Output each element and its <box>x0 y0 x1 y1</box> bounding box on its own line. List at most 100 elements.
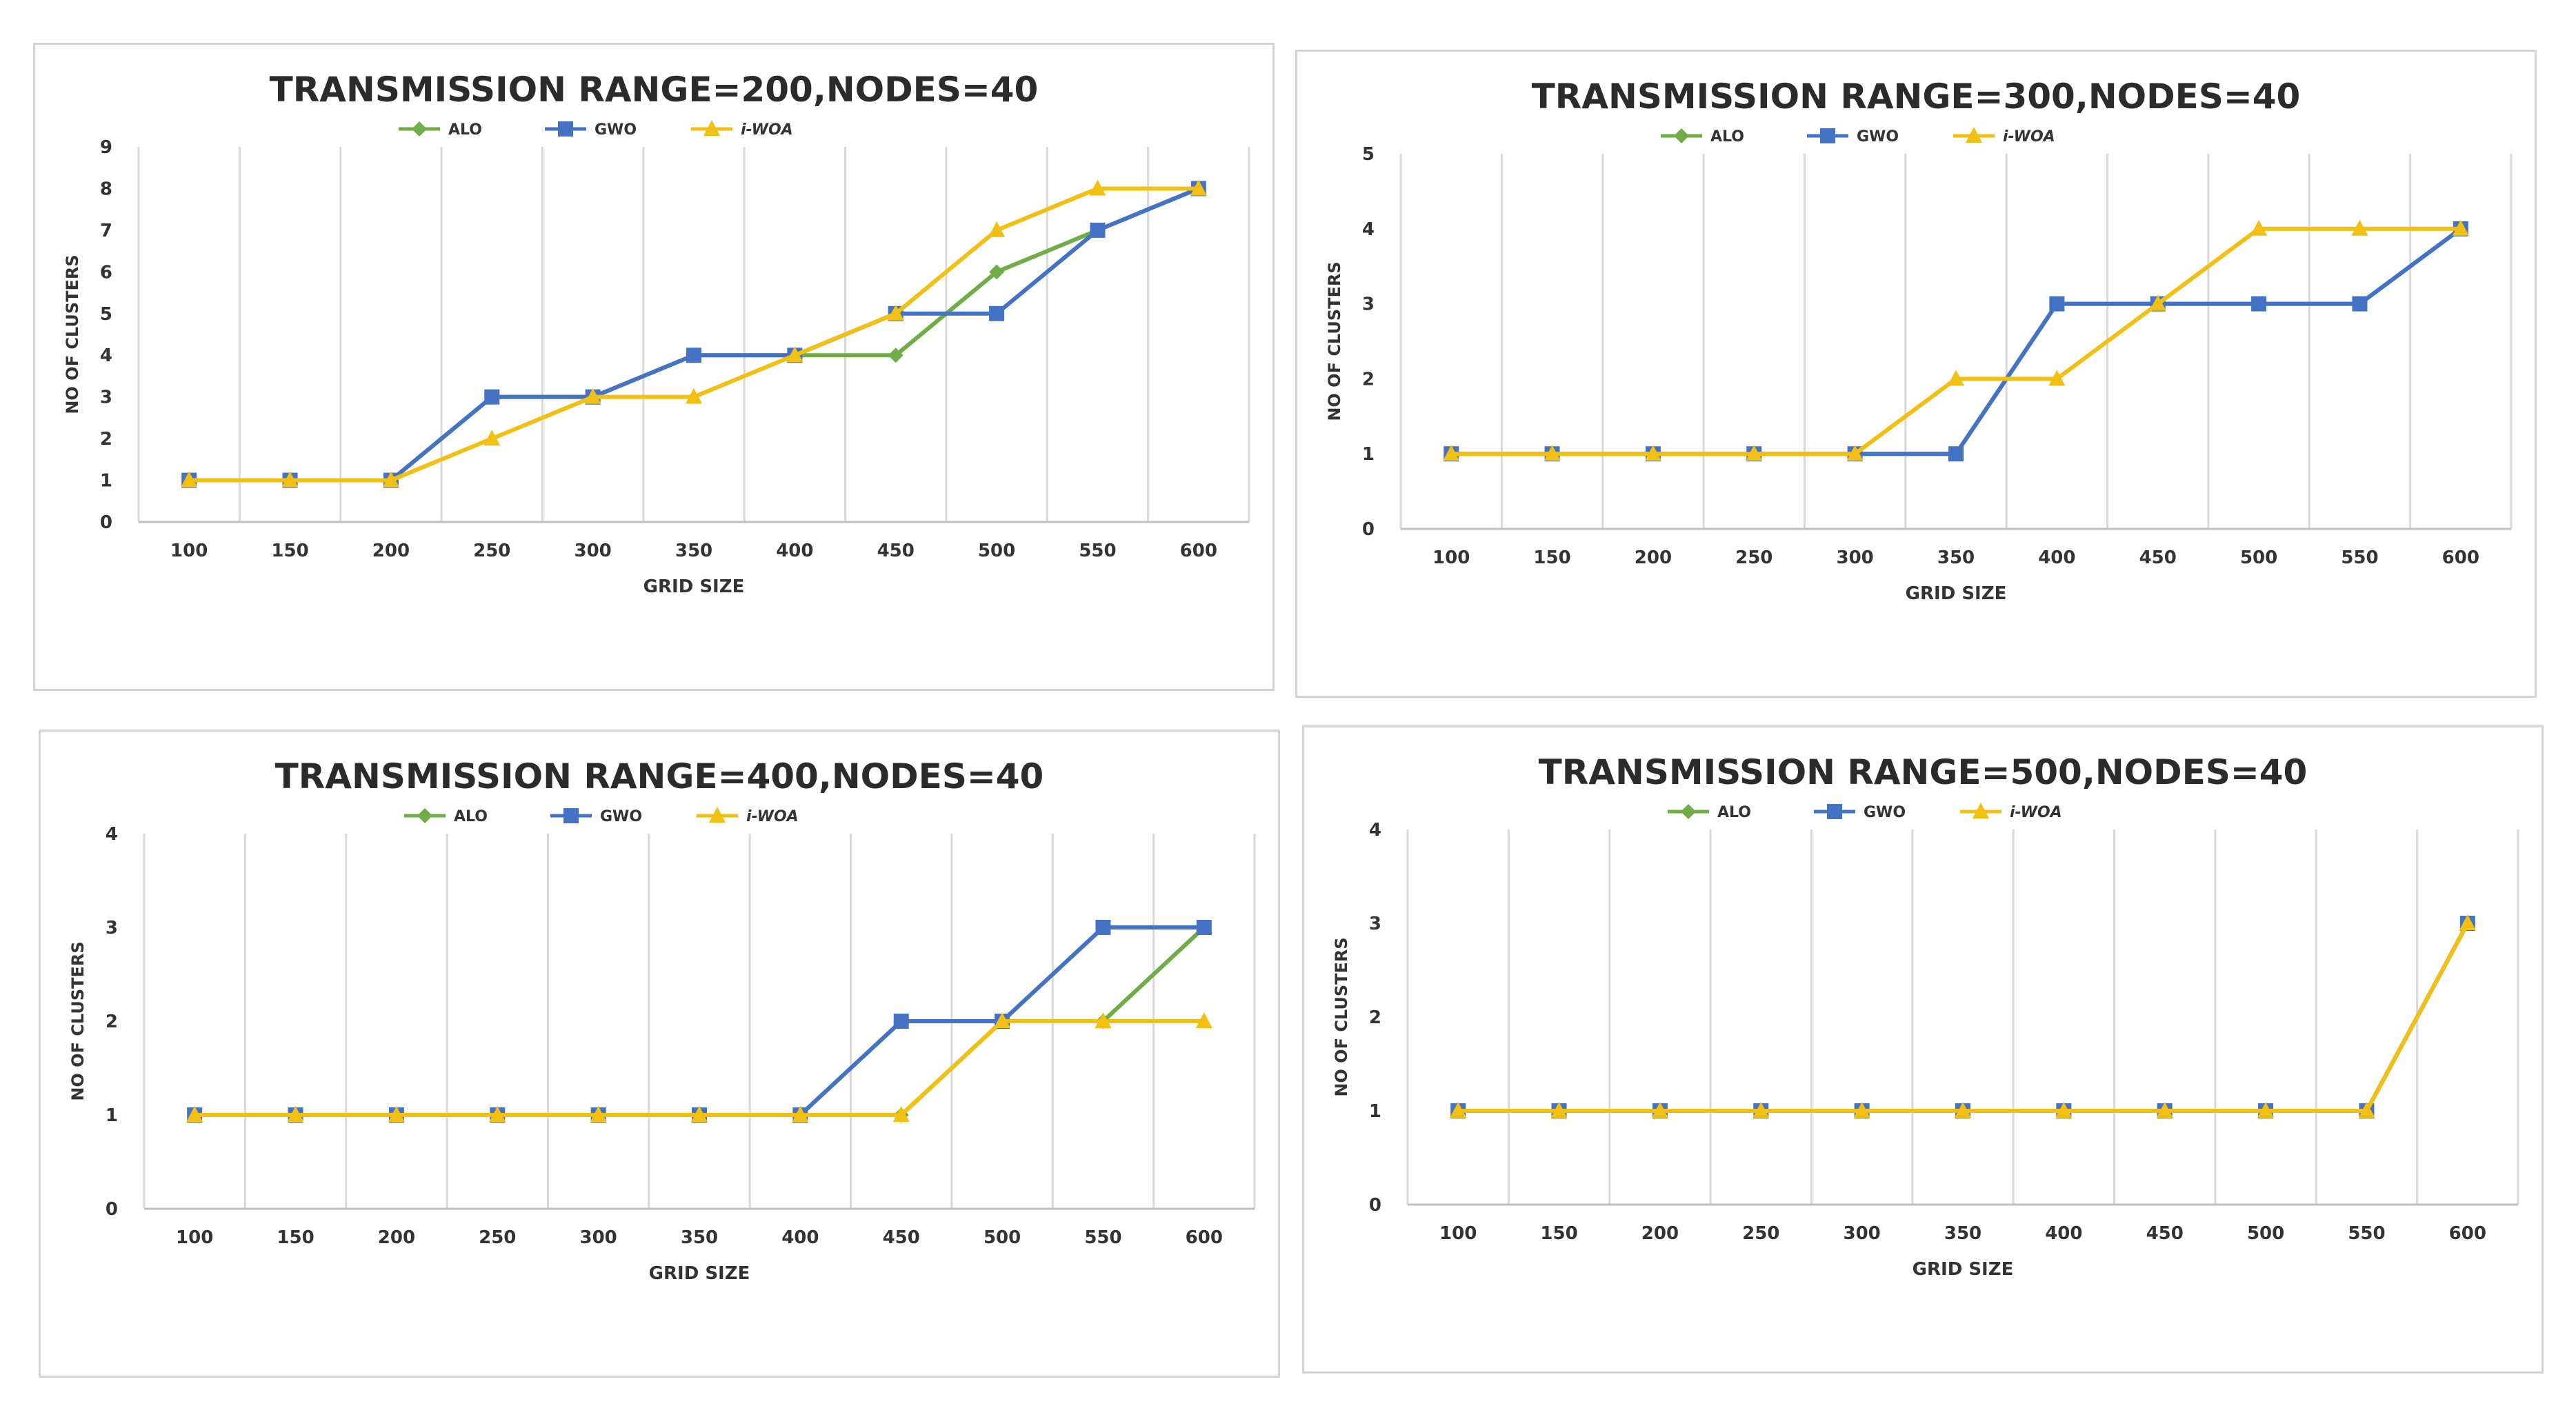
data-point-i-woa <box>2257 1102 2275 1118</box>
data-point-i-woa <box>388 1106 405 1122</box>
series-gwo <box>181 181 1206 488</box>
legend-label-alo: ALO <box>1710 128 1744 145</box>
data-point-gwo <box>686 348 701 363</box>
x-tick-label: 550 <box>2341 547 2378 568</box>
data-point-i-woa <box>1544 445 1561 461</box>
y-axis-ticks: 0 1 2 3 4 <box>1369 820 1381 1216</box>
y-tick-label: 1 <box>100 471 112 492</box>
x-tick-label: 600 <box>2442 547 2479 568</box>
y-tick-label: 8 <box>100 179 112 199</box>
data-point-i-woa <box>489 1106 506 1122</box>
x-tick-label: 450 <box>883 1227 920 1248</box>
chart-title: TRANSMISSION RANGE=400,NODES=40 <box>275 756 1044 796</box>
x-axis-ticks: 100 150 200 250 300 350 400 450 500 550 600 <box>176 1227 1223 1248</box>
y-axis-ticks: 0 1 2 3 4 5 <box>1362 144 1375 540</box>
data-point-i-woa <box>181 471 198 488</box>
data-point-i-woa <box>382 471 399 488</box>
x-axis-ticks: 100 150 200 250 300 350 400 450 500 550 600 <box>1439 1223 2486 1244</box>
x-tick-label: 600 <box>2449 1223 2486 1244</box>
chart-panel-range-400: TRANSMISSION RANGE=400,NODES=40 ALO GWO i-W… <box>39 730 1280 1378</box>
y-tick-label: 4 <box>106 824 118 845</box>
chart-svg-range-400: TRANSMISSION RANGE=400,NODES=40 ALO GWO i-W… <box>68 756 1256 1284</box>
chart-title: TRANSMISSION RANGE=200,NODES=40 <box>270 70 1039 110</box>
x-tick-label: 400 <box>776 541 813 561</box>
y-tick-label: 2 <box>1369 1007 1381 1028</box>
data-point-i-woa <box>186 1106 203 1122</box>
data-point-gwo <box>893 1014 909 1029</box>
y-tick-label: 3 <box>1362 294 1375 315</box>
legend-marker-alo <box>1674 128 1689 143</box>
data-point-i-woa <box>994 1012 1011 1028</box>
x-tick-label: 150 <box>277 1227 314 1248</box>
x-tick-label: 250 <box>1735 547 1773 568</box>
data-point-i-woa <box>590 1106 607 1122</box>
data-point-i-woa <box>1753 1102 1770 1118</box>
data-point-i-woa <box>2358 1102 2375 1118</box>
chart-svg-range-500: TRANSMISSION RANGE=500,NODES=40 ALO GWO i-W… <box>1332 752 2519 1280</box>
y-tick-label: 1 <box>1369 1101 1381 1122</box>
chart-title: TRANSMISSION RANGE=500,NODES=40 <box>1539 752 2308 792</box>
legend-label-i-woa: i-WOA <box>2003 128 2055 145</box>
x-tick-label: 350 <box>1937 547 1975 568</box>
data-point-i-woa <box>1746 445 1763 461</box>
gridlines <box>137 147 1250 522</box>
series-i-woa <box>1443 219 2469 461</box>
x-tick-label: 500 <box>978 541 1015 561</box>
x-tick-label: 450 <box>2146 1223 2184 1244</box>
gridlines <box>1399 154 2513 529</box>
y-tick-label: 4 <box>100 345 112 366</box>
legend-label-i-woa: i-WOA <box>2010 804 2062 821</box>
legend: ALO GWO i-WOA <box>399 120 793 139</box>
x-axis-label: GRID SIZE <box>649 1263 750 1284</box>
x-tick-label: 150 <box>1540 1223 1577 1244</box>
series-gwo <box>1450 916 2475 1118</box>
data-point-i-woa <box>1948 370 1964 386</box>
x-axis-label: GRID SIZE <box>1906 583 2007 604</box>
legend-item-alo: ALO <box>404 808 488 825</box>
y-tick-label: 3 <box>100 388 112 408</box>
legend-item-gwo: GWO <box>1814 804 1906 821</box>
data-point-alo <box>888 348 903 363</box>
series-alo <box>1444 221 2468 462</box>
legend: ALO GWO i-WOA <box>1668 803 2062 821</box>
legend-label-gwo: GWO <box>1864 804 1906 821</box>
data-point-i-woa <box>1644 445 1661 461</box>
chart-panel-range-200: TRANSMISSION RANGE=200,NODES=40 ALO GWO i-W… <box>33 43 1275 691</box>
y-axis-label: NO OF CLUSTERS <box>63 254 82 414</box>
legend-marker-i-woa <box>709 807 726 823</box>
legend-item-i-woa: i-WOA <box>691 120 793 139</box>
data-point-gwo <box>1095 920 1111 935</box>
x-tick-label: 350 <box>1944 1223 1981 1244</box>
data-point-gwo <box>1090 222 1106 238</box>
legend-marker-gwo <box>558 121 573 137</box>
data-point-i-woa <box>483 430 501 446</box>
legend-label-i-woa: i-WOA <box>741 121 793 139</box>
y-tick-label: 9 <box>100 137 112 158</box>
chart-title: TRANSMISSION RANGE=300,NODES=40 <box>1532 77 2301 117</box>
data-point-gwo <box>2352 296 2368 312</box>
series-i-woa <box>181 179 1207 488</box>
x-tick-label: 300 <box>1836 547 1873 568</box>
data-point-i-woa <box>2459 914 2476 930</box>
x-axis-ticks: 100 150 200 250 300 350 400 450 500 550 600 <box>170 541 1217 561</box>
data-point-i-woa <box>1095 1012 1112 1028</box>
data-point-i-woa <box>1443 445 1460 461</box>
data-point-gwo <box>2251 296 2267 312</box>
y-axis-label: NO OF CLUSTERS <box>1332 937 1351 1096</box>
x-tick-label: 500 <box>2247 1223 2284 1244</box>
y-tick-label: 5 <box>1362 144 1375 165</box>
data-point-gwo <box>484 389 500 405</box>
legend-label-alo: ALO <box>454 808 488 825</box>
y-tick-label: 0 <box>1369 1195 1381 1216</box>
legend-item-i-woa: i-WOA <box>1953 127 2055 145</box>
x-tick-label: 550 <box>2348 1223 2385 1244</box>
x-tick-label: 200 <box>372 541 410 561</box>
data-point-gwo <box>2049 296 2065 312</box>
data-point-i-woa <box>786 346 803 363</box>
data-point-i-woa <box>2452 219 2469 236</box>
data-point-i-woa <box>287 1106 304 1122</box>
x-tick-label: 100 <box>1432 547 1470 568</box>
data-point-alo <box>989 264 1005 280</box>
x-tick-label: 250 <box>1742 1223 1779 1244</box>
legend-item-gwo: GWO <box>1807 128 1899 145</box>
